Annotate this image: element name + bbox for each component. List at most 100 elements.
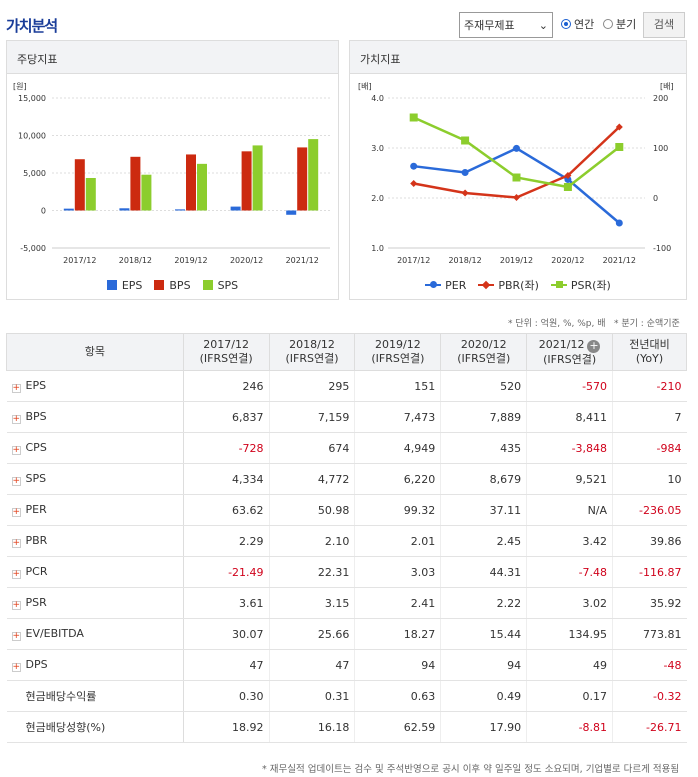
cell-value: 7,889 [440,401,528,433]
x-tick-label: 2018/12 [119,256,152,265]
cell-value: 0.63 [354,680,442,712]
cell-value: 4,334 [183,463,270,495]
x-tick-label: 2020/12 [551,256,584,265]
row-label: 현금배당성향(%) [6,711,184,743]
bar-sps [197,163,207,211]
footer-note: * 재무실적 업데이트는 검수 및 주석반영으로 공시 이후 약 일주일 정도 … [262,764,680,775]
legend-swatch [202,280,213,290]
expand-icon[interactable]: + [11,631,21,641]
radio-annual[interactable]: 연간 [561,16,594,32]
legend-marker-icon [425,281,442,288]
cell-value: 49 [526,649,614,681]
y-tick-label-left: 4.0 [371,94,384,103]
expand-icon[interactable]: + [11,507,21,517]
x-tick-label: 2017/12 [397,256,430,265]
expand-icon[interactable]: + [11,383,21,393]
header-period: 2019/12 (IFRS연결) [354,333,442,371]
cell-value: 435 [440,432,528,464]
expand-icon[interactable]: + [11,600,21,610]
x-tick-label: 2020/12 [230,256,263,265]
cell-value: 94 [440,649,528,681]
bar-bps [130,156,141,211]
cell-value: 3.03 [354,556,442,588]
bar-sps [85,177,96,211]
cell-value: 39.86 [612,525,687,557]
point-pbr [461,189,469,197]
legend-item[interactable]: SPS [202,278,239,292]
y-tick-label: 10,000 [18,132,46,141]
expand-icon[interactable]: + [11,662,21,672]
legend-item[interactable]: EPS [106,279,142,292]
cell-value: 8,679 [440,463,528,495]
expand-icon[interactable]: + [11,414,21,424]
legend-label: SPS [217,278,239,292]
point-per [513,144,520,152]
legend-item[interactable]: PBR(좌) [478,277,539,293]
x-tick-label: 2019/12 [500,256,533,265]
cell-value: 151 [354,370,442,402]
header-yoy: 전년대비 (YoY) [612,333,687,371]
radio-quarter[interactable]: 분기 [603,16,636,32]
expand-icon[interactable]: + [11,538,21,548]
legend-label: PSR(좌) [570,279,611,292]
expand-icon[interactable]: + [11,569,21,579]
point-psr [512,173,521,182]
bar-eps [230,206,241,211]
bar-bps [241,151,252,211]
cell-value: 3.15 [269,587,356,619]
legend-label: PER [445,278,467,292]
cell-value: 246 [183,370,270,402]
cell-value: 7 [612,401,687,433]
cell-value: -236.05 [612,494,687,526]
row-label: + CPS [6,432,184,464]
cell-value: 3.02 [526,587,614,619]
point-pbr [513,194,520,201]
legend-item[interactable]: BPS [154,278,191,292]
x-tick-label: 2021/12 [286,256,319,265]
y-tick-label: 0 [41,207,46,216]
y-tick-label: -5,000 [20,244,46,253]
cell-value: -8.81 [526,711,614,743]
legend-label: BPS [169,278,191,292]
line-per [413,146,621,224]
chart-legend: PER PBR(좌) PSR(좌) [350,276,686,293]
cell-value: 18.92 [183,711,270,743]
cell-value: 6,220 [354,463,442,495]
expand-icon[interactable]: + [11,445,21,455]
cell-value: -984 [612,432,687,464]
table-row: + DPS 47 47 94 94 49 -48 [6,649,687,681]
cell-value: 35.92 [612,587,687,619]
y-tick-label-right: 200 [653,94,668,103]
legend-item[interactable]: PER [425,279,466,292]
bar-bps [297,147,308,211]
search-button[interactable]: 검색 [643,12,685,38]
legend-label: PBR(좌) [498,279,539,292]
bar-bps [186,154,196,211]
legend-item[interactable]: PSR(좌) [550,277,611,293]
y-tick-label-right: 100 [653,144,668,153]
unit-note: * 단위 : 억원, %, %p, 배 [508,319,606,329]
table-row: + BPS 6,837 7,159 7,473 7,889 8,411 7 [6,401,687,433]
bar-sps [141,174,152,211]
row-label: + DPS [6,649,184,681]
add-column-icon[interactable]: + [587,338,601,353]
panel-title: 주당지표 [7,41,338,74]
cell-value: 50.98 [269,494,356,526]
point-psr [409,113,418,122]
cell-value: 62.59 [354,711,442,743]
per-share-chart: [원] 15,000 10,000 5,000 0 -5,000 2017/12 2018/1… [13,82,330,265]
cell-value: 16.18 [269,711,356,743]
legend-swatch [106,280,117,290]
x-tick-label: 2017/12 [63,256,96,265]
value-chart: [배] [배] 4.0 200 3.0 100 2.0 0 1.0 -100 2017/12 2018… [358,82,674,265]
row-label: + SPS [6,463,184,495]
cell-value: 520 [440,370,528,402]
cell-value: 2.10 [269,525,356,557]
bar-eps [286,210,297,215]
expand-icon[interactable]: + [11,476,21,486]
point-psr [563,183,572,191]
cell-value: -26.71 [612,711,687,743]
bar-bps [74,159,85,211]
row-label: + PSR [6,587,184,619]
statement-select[interactable]: 주재무제표 ⌄ [459,12,553,38]
